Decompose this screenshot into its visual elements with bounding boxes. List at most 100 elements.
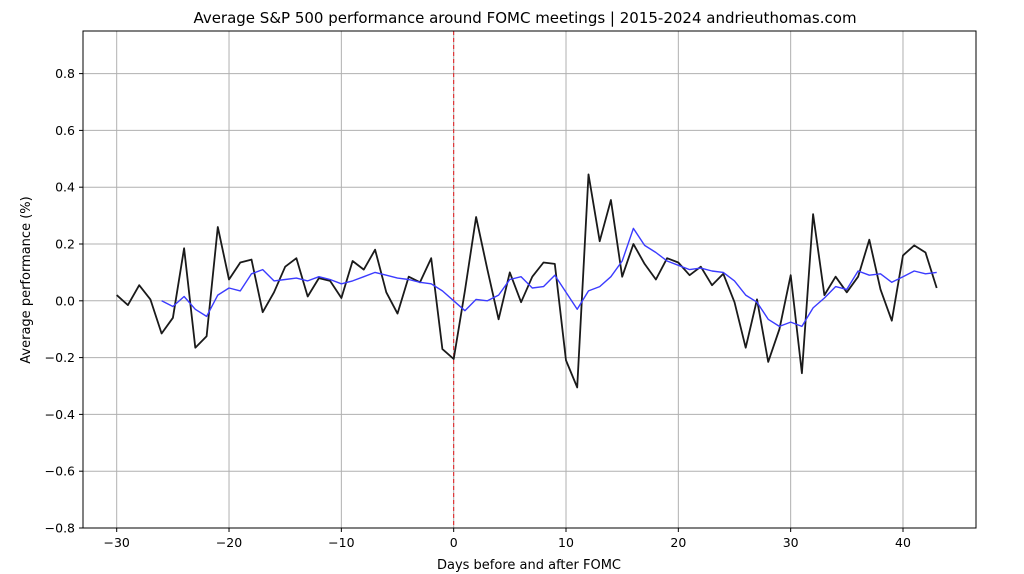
data-point	[734, 280, 736, 282]
data-point	[531, 276, 533, 278]
data-point	[430, 283, 432, 285]
data-point	[767, 318, 769, 320]
data-point	[520, 301, 522, 303]
plot-area-frame	[82, 30, 977, 529]
data-point	[239, 262, 241, 264]
x-tick-label: −30	[104, 535, 130, 550]
data-point	[756, 298, 758, 300]
data-point	[576, 308, 578, 310]
data-point	[363, 276, 365, 278]
data-point	[498, 318, 500, 320]
data-point	[318, 276, 320, 278]
data-point	[925, 273, 927, 275]
data-point	[149, 298, 151, 300]
data-point	[936, 287, 938, 289]
data-point	[868, 274, 870, 276]
x-tick-label: −10	[328, 535, 354, 550]
data-point	[251, 259, 253, 261]
data-point	[588, 174, 590, 176]
series-0-points	[116, 174, 938, 389]
data-point	[442, 348, 444, 350]
data-point	[779, 328, 781, 330]
data-point	[340, 283, 342, 285]
data-point	[644, 245, 646, 247]
y-tick-label: 0.8	[55, 66, 75, 81]
x-tick-label: 40	[895, 535, 911, 550]
data-point	[509, 272, 511, 274]
data-point	[554, 274, 556, 276]
data-point	[801, 325, 803, 327]
data-point	[880, 273, 882, 275]
data-point	[925, 252, 927, 254]
data-point	[194, 347, 196, 349]
data-point	[363, 269, 365, 271]
data-point	[565, 291, 567, 293]
data-point	[846, 289, 848, 291]
data-point	[206, 316, 208, 318]
y-tick-label: −0.8	[45, 521, 75, 536]
data-point	[453, 358, 455, 360]
data-point	[835, 286, 837, 288]
data-point	[880, 289, 882, 291]
data-point	[666, 257, 668, 259]
data-point	[397, 277, 399, 279]
data-point	[790, 274, 792, 276]
data-point	[812, 213, 814, 215]
data-point	[936, 272, 938, 274]
data-point	[228, 287, 230, 289]
data-point	[902, 254, 904, 256]
data-point	[284, 279, 286, 281]
data-point	[340, 297, 342, 299]
data-point	[464, 310, 466, 312]
data-point	[779, 325, 781, 327]
data-point	[621, 276, 623, 278]
x-tick-label: 10	[558, 535, 574, 550]
data-point	[161, 333, 163, 335]
data-point	[767, 361, 769, 363]
data-point	[116, 294, 118, 296]
data-point	[430, 257, 432, 259]
data-point	[588, 290, 590, 292]
data-point	[531, 287, 533, 289]
data-point	[520, 276, 522, 278]
data-point	[262, 311, 264, 313]
data-point	[262, 269, 264, 271]
data-point	[251, 273, 253, 275]
data-point	[655, 252, 657, 254]
data-point	[307, 280, 309, 282]
data-point	[868, 239, 870, 241]
data-point	[486, 269, 488, 271]
data-point	[745, 347, 747, 349]
data-point	[138, 284, 140, 286]
data-point	[745, 294, 747, 296]
data-point	[397, 313, 399, 315]
data-point	[689, 269, 691, 271]
data-point	[633, 227, 635, 229]
data-point	[846, 291, 848, 293]
data-point	[891, 320, 893, 322]
gridlines	[83, 31, 976, 529]
y-tick-label: 0.0	[55, 293, 75, 308]
daily-performance-line	[116, 173, 938, 389]
data-point	[633, 243, 635, 245]
data-point	[700, 267, 702, 269]
data-point	[296, 257, 298, 259]
data-point	[352, 260, 354, 262]
data-point	[385, 291, 387, 293]
data-point	[644, 263, 646, 265]
data-point	[812, 307, 814, 309]
chart-title: Average S&P 500 performance around FOMC …	[193, 9, 856, 27]
data-point	[913, 245, 915, 247]
data-point	[565, 360, 567, 362]
data-point	[217, 226, 219, 228]
data-point	[621, 260, 623, 262]
y-tick-label: 0.4	[55, 180, 75, 195]
data-point	[172, 306, 174, 308]
data-point	[734, 301, 736, 303]
data-point	[790, 321, 792, 323]
data-point	[857, 270, 859, 272]
x-axis-label: Days before and after FOMC	[437, 558, 621, 573]
smoothed-performance-line	[161, 227, 937, 328]
data-point	[408, 279, 410, 281]
data-point	[722, 272, 724, 274]
